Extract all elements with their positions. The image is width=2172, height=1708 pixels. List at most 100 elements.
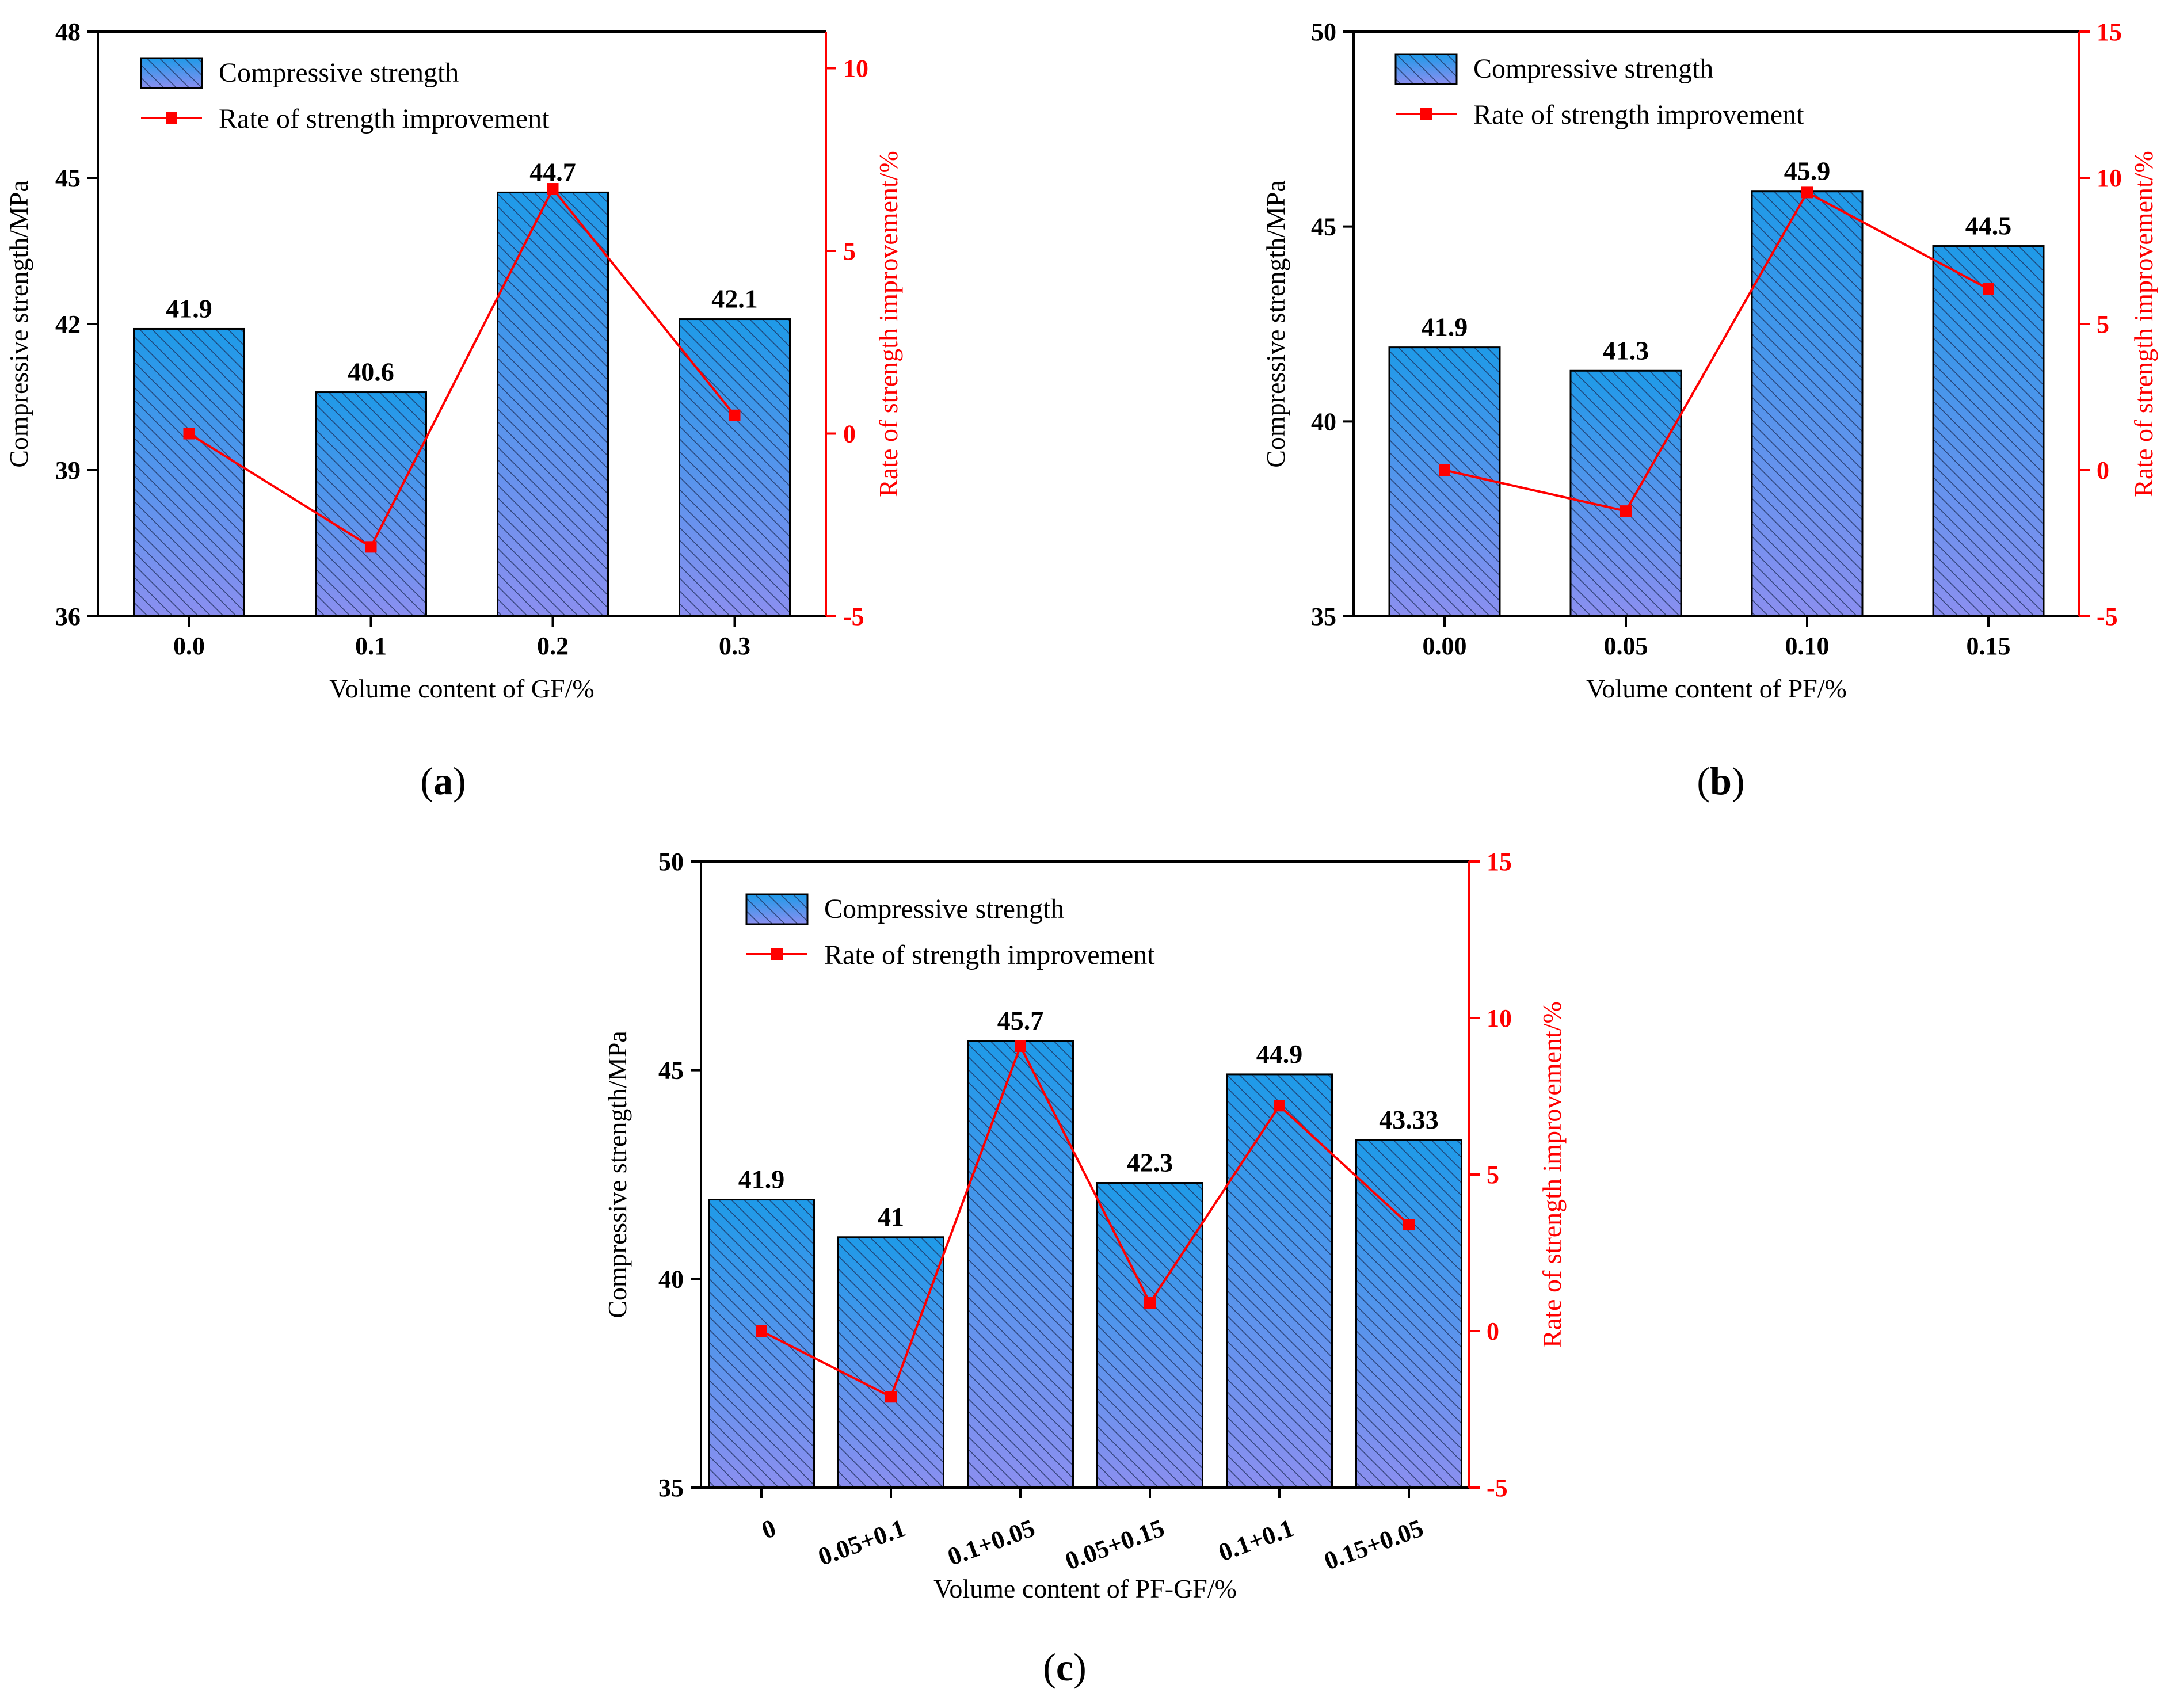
bar-hatch (967, 1040, 1074, 1489)
bar-value-label: 41.9 (738, 1165, 785, 1194)
left-tick-label: 42 (55, 310, 81, 338)
x-tick-label: 0.0 (173, 632, 205, 660)
bar-value-label: 41.9 (1422, 312, 1468, 342)
legend-bar-swatch-hatch (140, 57, 203, 89)
panel-label: (a) (420, 759, 466, 803)
panel-c: 41.9 41 45.7 42.3 44.9 43.33 35 40 45 50 -5 0 5 10 15 0… (603, 848, 1567, 1689)
right-tick-label: -5 (1487, 1474, 1508, 1502)
x-tick-label: 0.05 (1604, 632, 1648, 660)
x-tick-label: 0 (758, 1513, 779, 1545)
right-axis-title: Rate of strength improvement/% (1537, 1001, 1567, 1348)
legend-line-marker (771, 948, 783, 960)
bar-value-label: 41.3 (1603, 336, 1649, 365)
bar-value-label: 40.6 (348, 357, 394, 387)
right-tick-label: 10 (2097, 164, 2122, 192)
x-tick-label: 0.1 (355, 632, 387, 660)
legend-label-line: Rate of strength improvement (219, 104, 550, 134)
x-axis-title: Volume content of PF/% (1586, 674, 1847, 703)
bar-value-label: 41 (878, 1202, 904, 1232)
left-axis-title: Compressive strength/MPa (603, 1031, 632, 1318)
bar-value-label: 45.7 (997, 1006, 1044, 1035)
left-tick-label: 40 (658, 1265, 684, 1293)
x-tick-label: 0.1+0.1 (1215, 1513, 1298, 1566)
left-tick-label: 40 (1311, 407, 1336, 436)
left-tick-label: 48 (55, 18, 81, 46)
right-tick-label: 0 (2097, 456, 2109, 485)
rate-point (1144, 1297, 1156, 1309)
bar-hatch (497, 191, 609, 617)
rate-point (1801, 186, 1813, 199)
rate-point (1015, 1040, 1026, 1052)
rate-line (188, 186, 736, 549)
bar-value-label: 45.9 (1784, 157, 1831, 186)
right-tick-label: -5 (2097, 603, 2118, 631)
rate-point (1274, 1100, 1285, 1112)
left-tick-label: 39 (55, 456, 81, 485)
x-tick-label: 0.00 (1423, 632, 1467, 660)
rate-point (885, 1391, 897, 1403)
x-tick-label: 0.1+0.05 (944, 1513, 1038, 1571)
x-tick-label: 0.15+0.05 (1320, 1513, 1427, 1575)
panel-a: 41.9 40.6 44.7 42.1 36 39 42 45 48 -5 0 5 10 0.0 0.1 0.… (4, 18, 903, 803)
bar-hatch (1932, 245, 2045, 617)
right-tick-label: 5 (1487, 1161, 1499, 1189)
right-axis-title: Rate of strength improvement/% (874, 151, 903, 497)
bar-hatch (133, 327, 245, 617)
left-tick-label: 50 (1311, 18, 1336, 46)
left-tick-label: 45 (55, 164, 81, 192)
x-tick-label: 0.10 (1785, 632, 1830, 660)
bar-hatch (679, 318, 791, 617)
rate-point (183, 428, 195, 440)
x-tick-label: 0.05+0.15 (1061, 1513, 1168, 1575)
legend: Compressive strength Rate of strength imp… (745, 893, 1155, 970)
right-tick-label: 15 (1487, 848, 1512, 876)
rate-point (365, 541, 377, 553)
left-tick-label: 36 (55, 603, 81, 631)
left-tick-label: 35 (658, 1474, 684, 1502)
bar-hatch (708, 1199, 815, 1489)
left-tick-label: 45 (658, 1057, 684, 1085)
legend-bar-swatch-hatch (745, 893, 809, 925)
legend: Compressive strength Rate of strength imp… (140, 57, 550, 134)
right-axis-title: Rate of strength improvement/% (2129, 151, 2158, 497)
left-tick-label: 35 (1311, 603, 1336, 631)
bar-value-label: 44.5 (1965, 211, 2012, 241)
legend-label-line: Rate of strength improvement (824, 940, 1155, 970)
rate-point (1403, 1219, 1415, 1231)
bar-hatch (1751, 190, 1864, 617)
legend-line-marker (1420, 108, 1432, 120)
right-tick-label: 10 (843, 55, 868, 83)
bar-value-label: 44.7 (529, 157, 576, 186)
rate-point (729, 409, 741, 421)
x-tick-label: 0.2 (537, 632, 569, 660)
left-axis-title: Compressive strength/MPa (1261, 180, 1290, 468)
right-tick-label: 5 (2097, 310, 2109, 338)
rate-point (1620, 505, 1632, 517)
legend: Compressive strength Rate of strength imp… (1394, 53, 1804, 130)
legend-bar-swatch-hatch (1394, 53, 1458, 85)
rate-point (547, 183, 559, 195)
bar-hatch (837, 1236, 944, 1489)
x-axis-title: Volume content of GF/% (329, 674, 594, 703)
legend-label-line: Rate of strength improvement (1473, 100, 1804, 130)
right-tick-label: 15 (2097, 18, 2122, 46)
bar-hatch (1388, 346, 1501, 617)
rate-line (1444, 190, 1989, 513)
right-tick-label: 0 (843, 420, 856, 448)
rate-point (1983, 283, 1994, 295)
x-tick-label: 0.05+0.1 (814, 1513, 909, 1571)
right-tick-label: 5 (843, 237, 856, 265)
panel-label: (c) (1043, 1645, 1087, 1689)
legend-label-bar: Compressive strength (824, 894, 1064, 924)
rate-line (761, 1043, 1410, 1399)
left-tick-label: 50 (658, 848, 684, 876)
bar-hatch (315, 391, 427, 617)
legend-line-marker (166, 112, 177, 124)
x-tick-label: 0.3 (719, 632, 750, 660)
left-axis-title: Compressive strength/MPa (4, 180, 33, 468)
bar-hatch (1355, 1139, 1462, 1489)
x-axis-title: Volume content of PF-GF/% (933, 1574, 1237, 1603)
bar-value-label: 43.33 (1379, 1105, 1439, 1134)
rate-point (1439, 464, 1450, 476)
bar-value-label: 44.9 (1256, 1039, 1303, 1069)
